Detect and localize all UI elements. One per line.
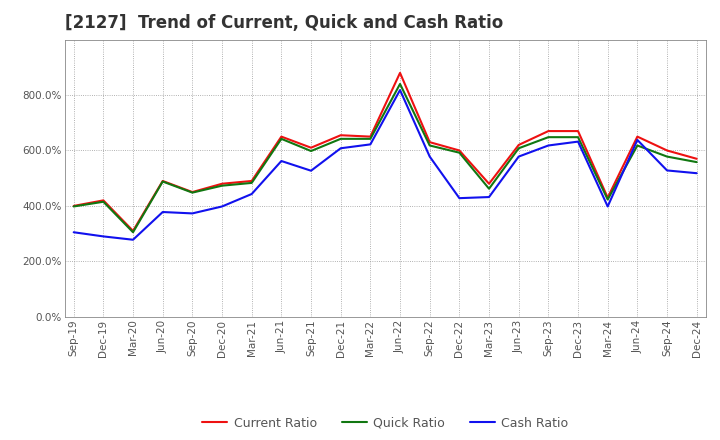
Current Ratio [277,134,286,139]
Cash Ratio [662,168,671,173]
Current Ratio [426,139,434,145]
Current Ratio [693,156,701,161]
Current Ratio [396,70,405,76]
Current Ratio [336,132,345,138]
Cash Ratio [336,146,345,151]
Quick Ratio [188,190,197,195]
Current Ratio [69,203,78,209]
Cash Ratio [277,158,286,164]
Text: [2127]  Trend of Current, Quick and Cash Ratio: [2127] Trend of Current, Quick and Cash … [65,15,503,33]
Quick Ratio [455,150,464,155]
Quick Ratio [662,154,671,159]
Current Ratio [574,128,582,134]
Current Ratio [662,148,671,153]
Line: Current Ratio: Current Ratio [73,73,697,231]
Cash Ratio [603,204,612,209]
Quick Ratio [217,183,226,188]
Quick Ratio [277,136,286,142]
Cash Ratio [396,88,405,93]
Cash Ratio [544,143,553,148]
Cash Ratio [514,154,523,159]
Cash Ratio [69,230,78,235]
Cash Ratio [188,211,197,216]
Cash Ratio [574,139,582,144]
Current Ratio [248,178,256,183]
Quick Ratio [603,197,612,202]
Quick Ratio [426,143,434,148]
Cash Ratio [366,142,374,147]
Quick Ratio [693,159,701,165]
Current Ratio [455,148,464,153]
Current Ratio [633,134,642,139]
Quick Ratio [158,179,167,184]
Cash Ratio [485,194,493,200]
Quick Ratio [99,199,108,205]
Cash Ratio [455,195,464,201]
Quick Ratio [69,204,78,209]
Quick Ratio [514,146,523,151]
Cash Ratio [217,204,226,209]
Current Ratio [544,128,553,134]
Current Ratio [307,145,315,150]
Cash Ratio [426,154,434,159]
Legend: Current Ratio, Quick Ratio, Cash Ratio: Current Ratio, Quick Ratio, Cash Ratio [197,412,573,435]
Quick Ratio [248,180,256,186]
Cash Ratio [633,137,642,143]
Cash Ratio [129,237,138,242]
Current Ratio [158,178,167,183]
Quick Ratio [544,135,553,140]
Cash Ratio [99,234,108,239]
Current Ratio [485,181,493,187]
Current Ratio [217,181,226,187]
Quick Ratio [336,136,345,142]
Quick Ratio [396,81,405,87]
Quick Ratio [307,148,315,154]
Quick Ratio [485,186,493,191]
Quick Ratio [633,143,642,148]
Current Ratio [514,142,523,147]
Current Ratio [99,198,108,203]
Cash Ratio [307,168,315,173]
Quick Ratio [366,136,374,142]
Cash Ratio [693,171,701,176]
Line: Cash Ratio: Cash Ratio [73,90,697,240]
Current Ratio [188,189,197,194]
Quick Ratio [574,135,582,140]
Quick Ratio [129,230,138,235]
Current Ratio [366,134,374,139]
Cash Ratio [158,209,167,215]
Line: Quick Ratio: Quick Ratio [73,84,697,232]
Cash Ratio [248,191,256,197]
Current Ratio [603,195,612,200]
Current Ratio [129,228,138,234]
